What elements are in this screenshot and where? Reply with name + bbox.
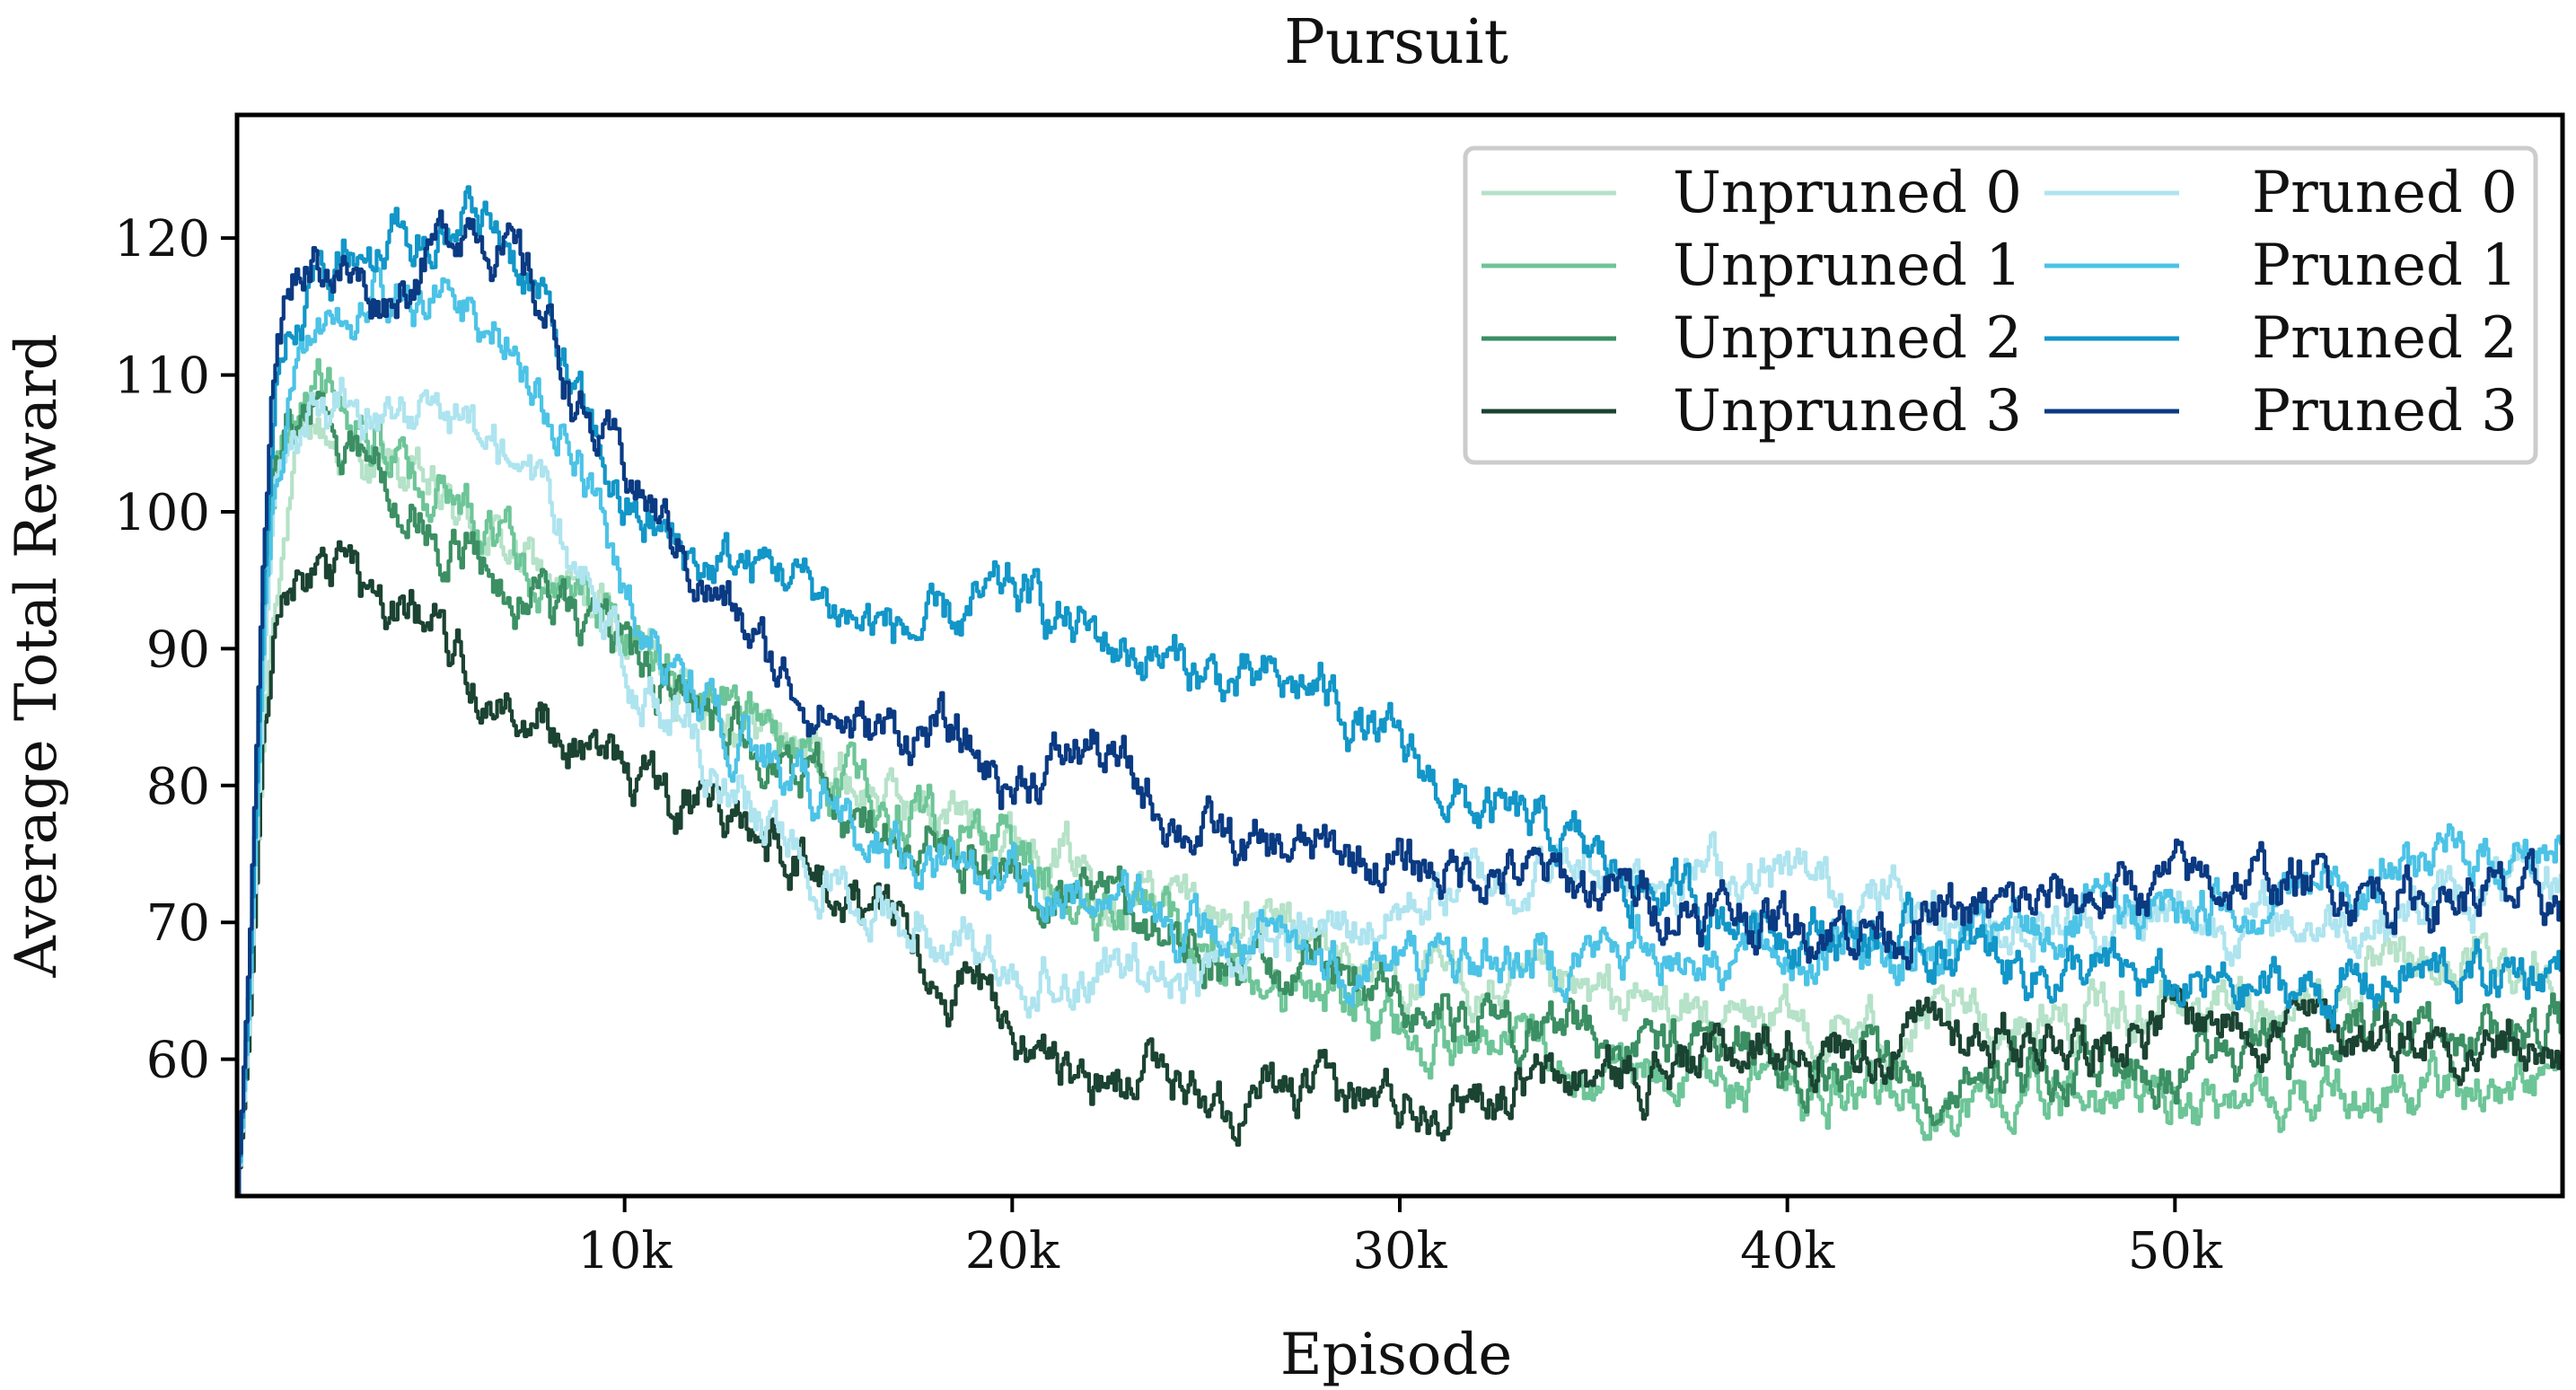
- legend-label: Pruned 3: [2252, 378, 2518, 444]
- y-tick-label: 90: [146, 620, 210, 679]
- y-tick-label: 120: [114, 210, 210, 268]
- y-axis: 60 70 80 90 100 110 120: [114, 210, 237, 1090]
- x-tick-label: 30k: [1352, 1222, 1447, 1280]
- y-tick-label: 110: [114, 348, 210, 406]
- series-line: [237, 209, 2563, 1196]
- x-axis: 10k 20k 30k 40k 50k: [577, 1196, 2223, 1280]
- legend-label: Unpruned 0: [1673, 160, 2022, 226]
- y-tick-label: 80: [146, 758, 210, 816]
- chart-title: Pursuit: [1284, 7, 1508, 78]
- series-line: [237, 357, 2563, 1196]
- series-layer: [237, 185, 2563, 1196]
- x-tick-label: 10k: [577, 1222, 673, 1280]
- series-line: [237, 266, 2563, 1196]
- legend-label: Unpruned 2: [1673, 305, 2022, 372]
- x-tick-label: 40k: [1740, 1222, 1835, 1280]
- y-tick-label: 70: [146, 894, 210, 953]
- y-tick-label: 60: [146, 1032, 210, 1090]
- x-tick-label: 50k: [2128, 1222, 2223, 1280]
- series-line: [237, 185, 2563, 1196]
- series-line: [237, 376, 2563, 1196]
- legend-label: Unpruned 1: [1673, 233, 2022, 299]
- series-line: [237, 409, 2563, 1195]
- legend-label: Pruned 2: [2252, 305, 2518, 372]
- y-tick-label: 100: [114, 484, 210, 542]
- series-line: [237, 391, 2563, 1196]
- legend-label: Pruned 1: [2252, 233, 2518, 299]
- series-line: [237, 540, 2563, 1196]
- x-axis-label: Episode: [1280, 1322, 1512, 1388]
- legend-label: Unpruned 3: [1673, 378, 2022, 444]
- y-axis-label: Average Total Reward: [4, 333, 70, 978]
- legend-label: Pruned 0: [2252, 160, 2518, 226]
- x-tick-label: 20k: [965, 1222, 1060, 1280]
- legend-box: [1463, 145, 2538, 465]
